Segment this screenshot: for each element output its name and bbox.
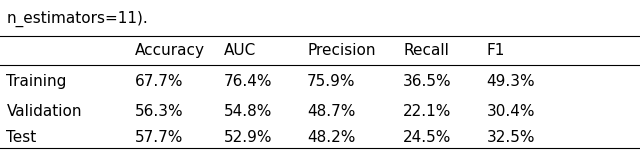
Text: F1: F1 <box>486 43 505 58</box>
Text: 30.4%: 30.4% <box>486 104 535 119</box>
Text: 24.5%: 24.5% <box>403 130 452 145</box>
Text: Accuracy: Accuracy <box>134 43 204 58</box>
Text: 32.5%: 32.5% <box>486 130 535 145</box>
Text: 75.9%: 75.9% <box>307 74 356 89</box>
Text: Test: Test <box>6 130 36 145</box>
Text: Recall: Recall <box>403 43 449 58</box>
Text: 22.1%: 22.1% <box>403 104 452 119</box>
Text: 48.7%: 48.7% <box>307 104 356 119</box>
Text: 56.3%: 56.3% <box>134 104 183 119</box>
Text: 67.7%: 67.7% <box>134 74 183 89</box>
Text: 57.7%: 57.7% <box>134 130 183 145</box>
Text: 54.8%: 54.8% <box>224 104 273 119</box>
Text: Validation: Validation <box>6 104 82 119</box>
Text: 52.9%: 52.9% <box>224 130 273 145</box>
Text: n_estimators=11).: n_estimators=11). <box>6 11 148 27</box>
Text: 36.5%: 36.5% <box>403 74 452 89</box>
Text: Precision: Precision <box>307 43 376 58</box>
Text: 48.2%: 48.2% <box>307 130 356 145</box>
Text: AUC: AUC <box>224 43 256 58</box>
Text: 76.4%: 76.4% <box>224 74 273 89</box>
Text: Training: Training <box>6 74 67 89</box>
Text: 49.3%: 49.3% <box>486 74 535 89</box>
